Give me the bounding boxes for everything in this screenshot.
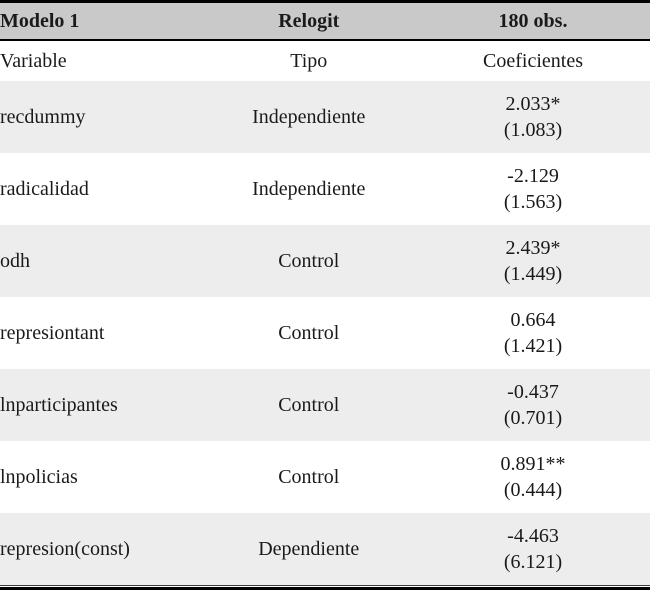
variable-name: lnparticipantes: [0, 369, 202, 441]
standard-error: (1.083): [503, 119, 563, 141]
coefficient-cell: -4.463 (6.121): [416, 513, 650, 585]
coefficient-cell: 0.664 (1.421): [416, 297, 650, 369]
method-label: Relogit: [201, 1, 416, 41]
table-row: represiontant Control 0.664 (1.421): [0, 297, 650, 369]
table-row: recdummy Independiente 2.033* (1.083): [0, 81, 650, 153]
standard-error: (6.121): [503, 551, 563, 573]
variable-name: radicalidad: [0, 177, 89, 200]
table-title-row: Modelo 1 Relogit 180 obs.: [0, 1, 650, 41]
coefficient-cell: 0.891** (0.444): [416, 441, 650, 513]
variable-type: Control: [201, 225, 416, 297]
table-row: represion(const) Dependiente -4.463 (6.121): [0, 513, 650, 585]
variable-type: Independiente: [252, 177, 366, 200]
coefficient-value: 2.439*: [505, 237, 561, 259]
table-head: Modelo 1 Relogit 180 obs. Variable Tipo …: [0, 1, 650, 81]
variable-name: recdummy: [0, 81, 202, 153]
coefficients-column-header: Coeficientes: [416, 40, 650, 81]
variable-column-header: Variable: [0, 40, 202, 81]
coefficient-cell: 2.033* (1.083): [416, 81, 650, 153]
table-row: lnpolicias Control 0.891** (0.444): [0, 441, 650, 513]
standard-error: (0.701): [503, 407, 563, 429]
coefficient-value: -2.129: [507, 165, 559, 187]
standard-error: (1.449): [503, 263, 563, 285]
standard-error: (1.563): [503, 191, 563, 213]
variable-name: lnpolicias: [0, 465, 78, 488]
coefficient-cell: -0.437 (0.701): [416, 369, 650, 441]
variable-type: Control: [278, 465, 340, 488]
coefficient-cell: 2.439* (1.449): [416, 225, 650, 297]
coefficient-value: 2.033*: [505, 93, 561, 115]
bottom-rule-gap: [0, 586, 650, 587]
table-row: radicalidad Independiente -2.129 (1.563): [0, 153, 650, 225]
bottom-rule-thick: [0, 587, 650, 590]
table-body: recdummy Independiente 2.033* (1.083) radica…: [0, 81, 650, 585]
coefficient-cell: -2.129 (1.563): [416, 153, 650, 225]
coefficient-value: -0.437: [507, 381, 559, 403]
variable-type: Independiente: [201, 81, 416, 153]
table-row: lnparticipantes Control -0.437 (0.701): [0, 369, 650, 441]
type-column-header: Tipo: [201, 40, 416, 81]
model-label: Modelo 1: [0, 1, 202, 41]
variable-type: Control: [278, 321, 340, 344]
table-row: odh Control 2.439* (1.449): [0, 225, 650, 297]
column-header-row: Variable Tipo Coeficientes: [0, 40, 650, 81]
variable-name: odh: [0, 225, 202, 297]
variable-type: Dependiente: [201, 513, 416, 585]
variable-name: represion(const): [0, 513, 202, 585]
standard-error: (1.421): [503, 335, 563, 357]
coefficient-value: 0.891**: [500, 453, 566, 475]
variable-name: represiontant: [0, 321, 105, 344]
coefficient-value: 0.664: [510, 309, 556, 331]
coefficient-value: -4.463: [507, 525, 559, 547]
bottom-rule-thin: [0, 585, 650, 586]
variable-type: Control: [201, 369, 416, 441]
obs-label: 180 obs.: [416, 1, 650, 41]
standard-error: (0.444): [503, 479, 563, 501]
